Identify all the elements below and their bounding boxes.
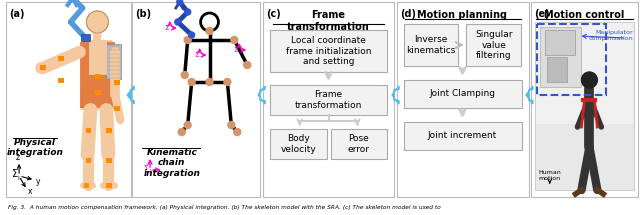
Bar xyxy=(270,85,387,115)
FancyArrow shape xyxy=(258,86,265,104)
Bar xyxy=(58,55,64,60)
Text: $\Sigma$: $\Sigma$ xyxy=(194,50,200,59)
Circle shape xyxy=(244,61,251,69)
Circle shape xyxy=(224,78,231,86)
Bar xyxy=(58,77,64,83)
Text: (e): (e) xyxy=(534,9,550,19)
Bar xyxy=(84,183,90,187)
Bar xyxy=(270,129,326,159)
Circle shape xyxy=(184,121,191,129)
Text: Fig. 3.  A human motion compensation framework. (a) Physical integration. (b) Th: Fig. 3. A human motion compensation fram… xyxy=(8,205,441,210)
Circle shape xyxy=(206,28,213,34)
Circle shape xyxy=(184,37,191,43)
Text: Body
velocity: Body velocity xyxy=(280,134,316,154)
Circle shape xyxy=(582,72,597,88)
Text: Local coordinate
frame initialization
and setting: Local coordinate frame initialization an… xyxy=(286,36,371,66)
Circle shape xyxy=(86,11,108,33)
Text: I: I xyxy=(17,175,19,181)
Bar xyxy=(6,2,131,197)
Bar xyxy=(330,129,387,159)
FancyArrow shape xyxy=(392,86,399,104)
Bar xyxy=(106,127,112,132)
Text: (a): (a) xyxy=(9,9,25,19)
Bar xyxy=(132,2,260,197)
Bar xyxy=(397,2,529,197)
Bar xyxy=(115,106,120,111)
Text: (b): (b) xyxy=(135,9,151,19)
Text: Frame
transformation: Frame transformation xyxy=(295,90,362,110)
Circle shape xyxy=(231,37,238,43)
Bar xyxy=(270,30,387,72)
Circle shape xyxy=(36,63,46,73)
Circle shape xyxy=(206,78,213,86)
Circle shape xyxy=(175,19,180,25)
Text: Joint increment: Joint increment xyxy=(428,132,497,140)
Bar xyxy=(81,34,90,41)
Bar xyxy=(115,80,120,84)
FancyArrow shape xyxy=(526,86,533,104)
Bar xyxy=(467,24,521,66)
Text: Motion control: Motion control xyxy=(544,10,625,20)
Circle shape xyxy=(177,0,183,5)
Bar xyxy=(537,24,606,95)
Bar xyxy=(540,27,582,87)
Bar xyxy=(536,23,633,124)
Circle shape xyxy=(234,129,241,135)
Text: Manipulator
compensation: Manipulator compensation xyxy=(588,30,633,41)
Text: $\Sigma$: $\Sigma$ xyxy=(11,167,19,179)
Bar xyxy=(95,74,101,78)
Bar xyxy=(106,158,112,163)
Circle shape xyxy=(179,129,185,135)
Text: Inverse
kinematics: Inverse kinematics xyxy=(406,35,456,55)
Circle shape xyxy=(188,78,195,86)
Text: Physical
integration: Physical integration xyxy=(6,138,63,157)
Text: $\Sigma$: $\Sigma$ xyxy=(234,45,239,54)
Bar xyxy=(263,2,394,197)
Text: $\Sigma$: $\Sigma$ xyxy=(164,23,170,32)
Circle shape xyxy=(189,32,195,38)
Text: Motion planning: Motion planning xyxy=(417,10,508,20)
Bar xyxy=(106,44,121,79)
Bar xyxy=(404,122,522,150)
Bar xyxy=(404,80,522,108)
Circle shape xyxy=(181,72,188,78)
Polygon shape xyxy=(81,40,115,110)
Text: Singular
value
filtering: Singular value filtering xyxy=(475,30,513,60)
Text: z: z xyxy=(16,154,20,163)
Text: Frame
transformation: Frame transformation xyxy=(287,10,370,32)
Bar xyxy=(86,127,92,132)
Polygon shape xyxy=(90,42,108,75)
Bar xyxy=(106,183,112,187)
Bar xyxy=(86,158,92,163)
FancyArrow shape xyxy=(127,86,134,104)
Circle shape xyxy=(228,121,235,129)
Bar xyxy=(535,22,634,190)
Text: (d): (d) xyxy=(400,9,416,19)
Bar xyxy=(95,89,101,95)
Bar xyxy=(40,64,46,69)
Bar xyxy=(531,2,638,197)
Text: Joint Clamping: Joint Clamping xyxy=(429,89,495,98)
Bar xyxy=(547,57,566,82)
Text: I: I xyxy=(149,169,150,174)
Text: (c): (c) xyxy=(266,9,281,19)
Text: y: y xyxy=(36,178,40,186)
Text: Human
motion: Human motion xyxy=(538,170,561,181)
Bar xyxy=(404,24,458,66)
Circle shape xyxy=(185,9,191,15)
Text: x: x xyxy=(28,187,33,197)
Text: Kinematic
chain
integration: Kinematic chain integration xyxy=(143,148,200,178)
Text: Pose
error: Pose error xyxy=(348,134,370,154)
Bar xyxy=(545,30,575,55)
Text: $\Sigma$: $\Sigma$ xyxy=(143,163,149,174)
Polygon shape xyxy=(79,42,115,108)
